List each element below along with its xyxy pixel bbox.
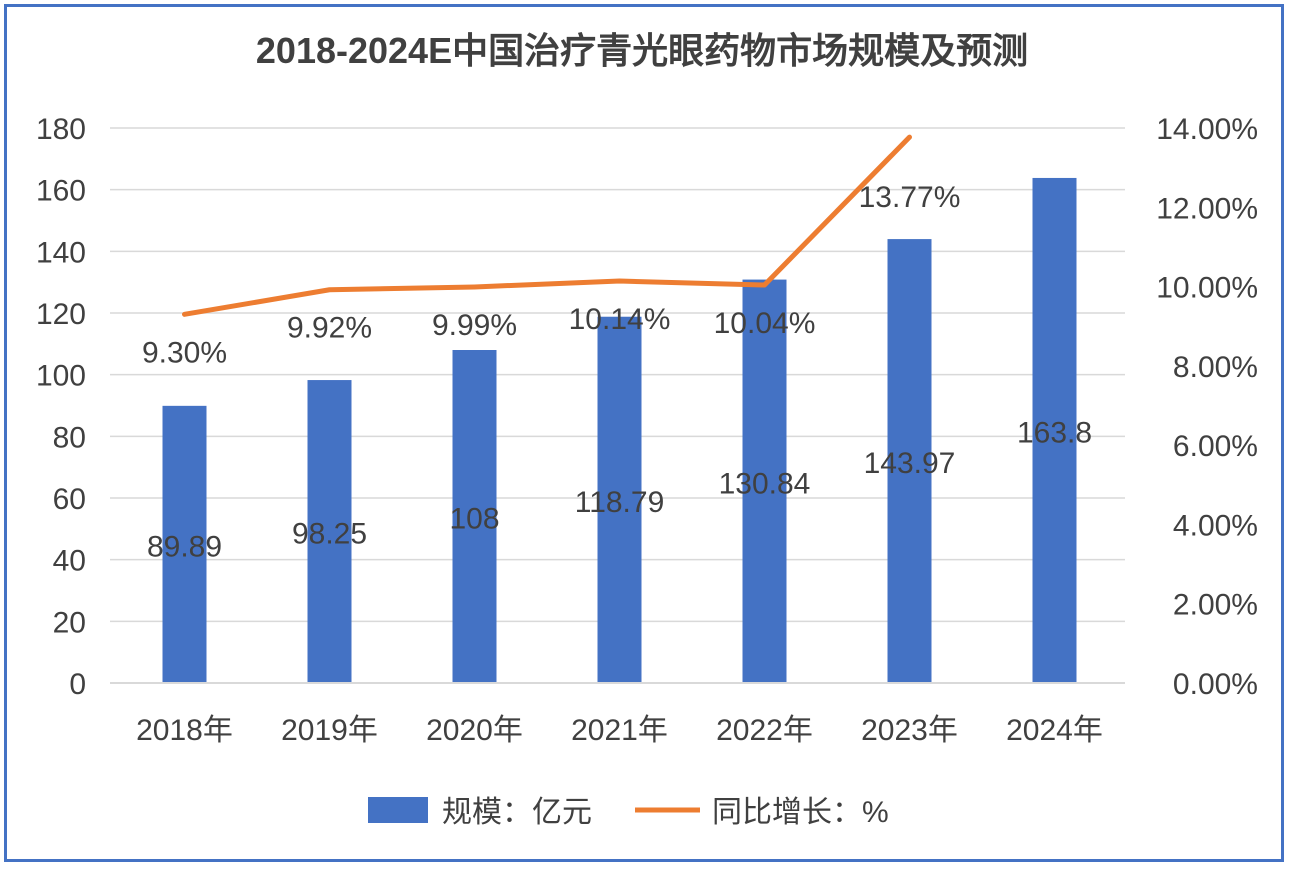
bar-data-label: 143.97 bbox=[864, 447, 956, 480]
chart-frame bbox=[4, 4, 1284, 862]
chart-title: 2018-2024E中国治疗青光眼药物市场规模及预测 bbox=[256, 30, 1028, 71]
y-left-tick-label: 100 bbox=[36, 360, 86, 393]
bar-data-label: 89.89 bbox=[147, 530, 222, 563]
y-right-tick-label: 6.00% bbox=[1173, 430, 1258, 463]
line-data-label: 9.99% bbox=[432, 309, 517, 342]
x-tick-label: 2023年 bbox=[861, 714, 958, 747]
bar-data-label: 118.79 bbox=[575, 486, 665, 519]
bar-data-label: 98.25 bbox=[292, 518, 367, 551]
bar-series bbox=[162, 177, 1077, 683]
line-data-label: 9.30% bbox=[142, 336, 227, 369]
y-left-tick-label: 140 bbox=[36, 236, 86, 269]
bar-data-label: 130.84 bbox=[719, 467, 811, 500]
x-tick-label: 2022年 bbox=[716, 714, 813, 747]
line-data-label: 9.92% bbox=[287, 312, 372, 345]
y-right-tick-label: 8.00% bbox=[1173, 351, 1258, 384]
y-right-tick-label: 4.00% bbox=[1173, 509, 1258, 542]
x-tick-label: 2020年 bbox=[426, 714, 523, 747]
legend-bar-swatch bbox=[368, 797, 428, 823]
y-left-tick-label: 60 bbox=[53, 483, 86, 516]
data-labels: 89.89 98.25 108 118.79 130.84 143.97 163.8 9.30… bbox=[142, 181, 1092, 563]
line-data-label: 13.77% bbox=[859, 181, 961, 214]
growth-line bbox=[182, 134, 912, 317]
x-tick-label: 2021年 bbox=[571, 714, 668, 747]
y-right-tick-label: 14.00% bbox=[1156, 113, 1258, 146]
legend-line-label: 同比增长：% bbox=[712, 796, 889, 829]
line-data-label: 10.14% bbox=[569, 303, 671, 336]
y-left-tick-label: 120 bbox=[36, 298, 86, 331]
bar bbox=[1032, 177, 1077, 683]
y-left-tick-label: 40 bbox=[53, 545, 86, 578]
x-tick-label: 2018年 bbox=[136, 714, 233, 747]
bar bbox=[887, 239, 932, 683]
bar bbox=[162, 405, 207, 683]
bar bbox=[452, 350, 497, 683]
y-right-tick-label: 0.00% bbox=[1173, 668, 1258, 701]
y-left-tick-label: 180 bbox=[36, 113, 86, 146]
bar-data-label: 163.8 bbox=[1017, 416, 1092, 449]
legend-bar-label: 规模：亿元 bbox=[442, 796, 592, 829]
y-left-tick-label: 80 bbox=[53, 421, 86, 454]
line-series bbox=[182, 134, 912, 317]
x-tick-label: 2019年 bbox=[281, 714, 378, 747]
axes: 0 20 40 60 80 100 120 140 160 180 0.00% 2.00% 4.00% 6… bbox=[36, 113, 1258, 747]
y-left-tick-label: 160 bbox=[36, 175, 86, 208]
y-left-tick-label: 0 bbox=[69, 668, 86, 701]
y-right-tick-label: 12.00% bbox=[1156, 192, 1258, 225]
line-data-label: 10.04% bbox=[714, 307, 816, 340]
y-right-tick-label: 2.00% bbox=[1173, 589, 1258, 622]
bar bbox=[597, 316, 642, 683]
bar-data-label: 108 bbox=[449, 503, 499, 536]
bar bbox=[307, 380, 352, 683]
y-left-tick-label: 20 bbox=[53, 606, 86, 639]
legend: 规模：亿元 同比增长：% bbox=[368, 796, 889, 829]
x-tick-label: 2024年 bbox=[1006, 714, 1103, 747]
bar bbox=[742, 279, 787, 683]
y-right-tick-label: 10.00% bbox=[1156, 272, 1258, 305]
